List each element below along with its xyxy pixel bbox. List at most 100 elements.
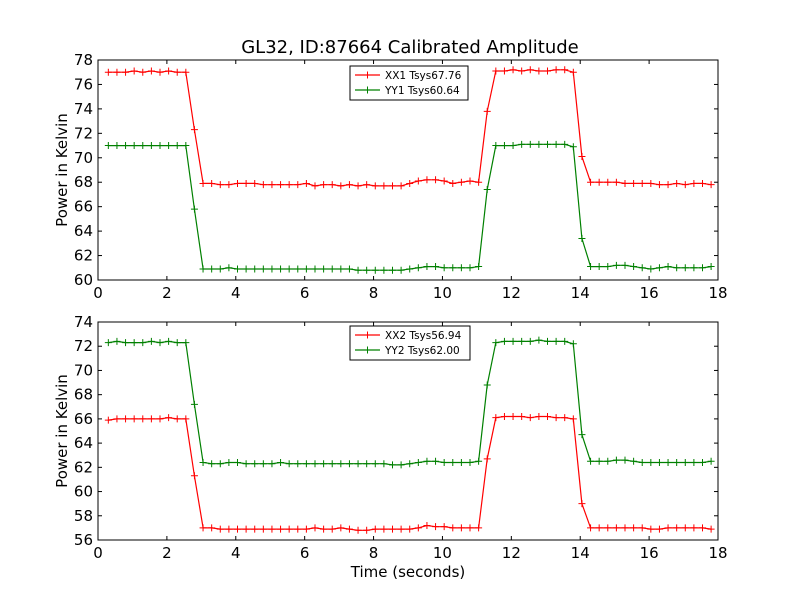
data-point [475, 524, 483, 532]
data-point [492, 339, 500, 347]
data-point [234, 525, 241, 533]
data-point [234, 458, 241, 466]
data-point [630, 263, 638, 271]
data-point [199, 179, 207, 187]
data-point [337, 524, 345, 532]
data-point [647, 525, 655, 533]
x-tick-label: 18 [708, 544, 727, 562]
data-point [707, 457, 715, 465]
data-point [578, 234, 586, 242]
data-point [518, 337, 526, 345]
legend-label: XX2 Tsys56.94 [385, 330, 462, 342]
data-point [182, 68, 190, 76]
data-point [587, 524, 595, 532]
data-point [122, 339, 130, 347]
data-point [302, 460, 310, 468]
data-point [311, 460, 319, 468]
data-point [630, 179, 638, 187]
y-tick-label: 74 [74, 100, 93, 118]
data-point [354, 182, 362, 190]
data-point [690, 264, 698, 272]
data-point [466, 458, 474, 466]
data-point [483, 455, 491, 463]
data-point [380, 182, 388, 190]
data-point [535, 140, 543, 148]
data-point [500, 412, 508, 420]
data-point [681, 524, 689, 532]
data-point [147, 67, 155, 75]
data-point [113, 337, 121, 345]
data-point [449, 179, 457, 187]
y-tick-label: 64 [74, 222, 93, 240]
data-point [156, 415, 164, 423]
data-point [475, 178, 483, 186]
x-tick-label: 2 [162, 544, 172, 562]
data-point [285, 181, 293, 189]
data-point [655, 264, 663, 272]
data-point [311, 265, 319, 273]
data-point [104, 416, 112, 424]
data-point [208, 179, 216, 187]
data-point [345, 525, 353, 533]
data-point [655, 181, 663, 189]
y-tick-label: 68 [74, 386, 93, 404]
data-point [621, 524, 629, 532]
data-point [681, 458, 689, 466]
y-tick-label: 72 [74, 337, 93, 355]
legend-label: YY1 Tsys60.64 [384, 85, 460, 97]
data-point [673, 179, 681, 187]
data-point [518, 412, 526, 420]
legend-marker [364, 346, 371, 354]
data-point [647, 458, 655, 466]
data-point [234, 265, 241, 273]
data-point [285, 265, 293, 273]
data-point [612, 456, 620, 464]
data-point [354, 460, 362, 468]
data-point [492, 142, 500, 150]
data-point [320, 181, 328, 189]
data-point [208, 460, 216, 468]
data-point [199, 524, 207, 532]
data-point [526, 140, 534, 148]
plot-frame [97, 321, 719, 541]
data-point [561, 414, 569, 422]
data-point [690, 179, 698, 187]
data-point [673, 458, 681, 466]
data-point [113, 68, 121, 76]
data-point [251, 179, 259, 187]
data-point [604, 178, 612, 186]
x-tick-label: 4 [231, 284, 241, 302]
y-tick-label: 70 [74, 149, 93, 167]
data-point [569, 143, 577, 151]
x-tick-label: 18 [708, 284, 727, 302]
data-point [621, 179, 629, 187]
data-point [414, 264, 422, 272]
data-point [544, 337, 551, 345]
data-point [432, 263, 440, 271]
legend-label: YY2 Tsys62.00 [384, 345, 460, 357]
data-point [681, 181, 689, 189]
x-tick-label: 6 [300, 544, 310, 562]
y-axis-label: Power in Kelvin [53, 374, 71, 488]
plot-bottom: 0 2 4 6 8 10 12 14 16 1856586062646668707274Power… [53, 313, 728, 581]
data-point [699, 524, 706, 532]
data-point [251, 460, 259, 468]
series-1 [104, 140, 715, 274]
x-tick-label: 12 [502, 284, 521, 302]
y-tick-label: 66 [74, 198, 93, 216]
data-point [320, 525, 328, 533]
data-point [587, 457, 595, 465]
data-point [139, 142, 147, 150]
data-point [664, 458, 672, 466]
data-point [165, 67, 173, 75]
legend-box [349, 65, 469, 101]
data-point [483, 107, 491, 115]
data-point [552, 66, 560, 74]
data-point [595, 457, 603, 465]
x-tick-label: 10 [433, 284, 452, 302]
data-point [569, 415, 577, 423]
data-point [268, 265, 276, 273]
x-tick-label: 8 [369, 544, 379, 562]
data-point [104, 339, 112, 347]
data-point [406, 179, 414, 187]
